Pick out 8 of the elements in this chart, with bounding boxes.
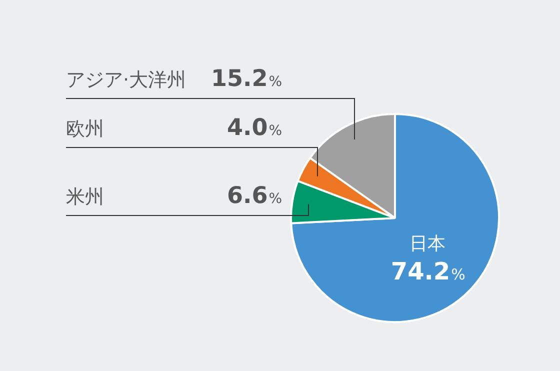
slice-label: アジア·大洋州 (66, 69, 186, 91)
data-label: 6.6% (226, 183, 282, 209)
slice-label: 日本 (410, 234, 446, 254)
data-label: 74.2% (390, 258, 466, 286)
slice-label: 欧州 (66, 118, 104, 140)
data-label: 4.0% (226, 115, 282, 141)
data-label: 15.2% (210, 66, 282, 92)
slice-label: 米州 (66, 186, 104, 208)
